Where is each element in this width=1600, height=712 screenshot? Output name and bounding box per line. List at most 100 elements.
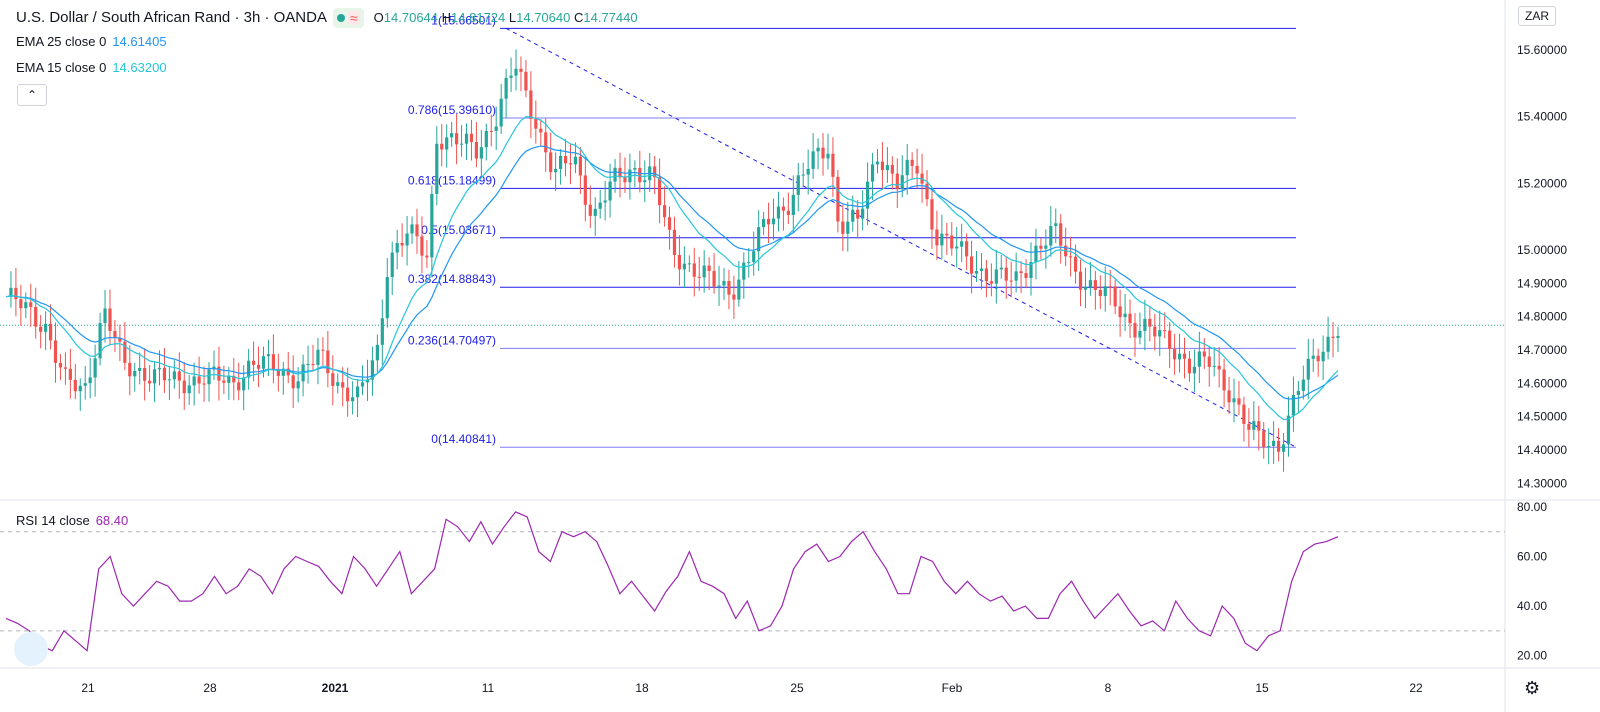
candle-body	[227, 375, 231, 383]
candle-body	[380, 318, 384, 345]
candle-body	[1306, 358, 1310, 380]
collapse-legend-button[interactable]: ⌃	[17, 84, 47, 106]
candle-body	[831, 153, 835, 177]
candle-body	[24, 302, 28, 309]
fib-level-label: 1(15.66501)	[431, 13, 496, 27]
time-tick-label: 21	[81, 681, 95, 695]
candle-body	[826, 153, 830, 159]
candle-body	[499, 98, 503, 127]
candle-body	[588, 204, 592, 216]
candle-body	[1014, 271, 1018, 281]
candle-body	[737, 279, 741, 300]
market-open-dot-icon	[336, 14, 345, 22]
symbol-title[interactable]: U.S. Dollar / South African Rand · 3h · …	[16, 9, 327, 26]
candle-body	[370, 360, 375, 380]
candle-body	[766, 218, 771, 225]
candle-body	[1108, 286, 1112, 288]
candle-body	[1272, 440, 1276, 447]
candle-body	[1009, 280, 1013, 282]
candle-body	[994, 269, 998, 284]
candle-body	[14, 287, 18, 300]
candle-body	[400, 242, 404, 246]
candle-body	[1039, 245, 1043, 249]
candle-body	[687, 263, 691, 265]
candle-body	[806, 168, 810, 175]
ema15-legend[interactable]: EMA 15 close 0 14.63200	[16, 60, 167, 76]
candle-body	[53, 340, 58, 363]
ema25-legend[interactable]: EMA 25 close 0 14.61405	[16, 34, 167, 50]
candle-body	[405, 233, 409, 246]
candle-body	[776, 206, 781, 219]
candle-body	[940, 233, 944, 246]
candle-body	[138, 368, 142, 371]
candle-body	[930, 199, 934, 230]
candle-body	[1054, 223, 1058, 227]
candle-body	[1316, 355, 1320, 362]
candle-body	[157, 367, 162, 370]
candle-body	[440, 143, 444, 150]
candle-body	[152, 369, 157, 384]
candle-body	[375, 344, 379, 361]
candle-body	[177, 371, 181, 381]
candle-body	[965, 241, 969, 257]
candle-body	[563, 155, 568, 164]
candle-body	[1237, 398, 1241, 405]
time-tick-label: 8	[1105, 681, 1112, 695]
candle-body	[365, 379, 370, 383]
candle-body	[48, 323, 53, 341]
candle-body	[445, 137, 449, 150]
candle-body	[960, 241, 964, 247]
candle-body	[1212, 365, 1216, 367]
candle-body	[1281, 444, 1286, 452]
price-tick-label: 14.60000	[1517, 376, 1567, 390]
candle-body	[861, 208, 865, 219]
tradingview-logo-icon[interactable]	[14, 632, 48, 666]
candle-body	[999, 267, 1003, 270]
candle-body	[653, 166, 657, 178]
ema15-label: EMA 15 close 0	[16, 60, 107, 75]
candle-body	[222, 380, 226, 383]
rsi-tick-label: 60.00	[1517, 550, 1547, 564]
candle-body	[613, 167, 617, 182]
gear-icon[interactable]: ⚙	[1524, 678, 1541, 698]
fib-level-label: 0.236(14.70497)	[408, 333, 496, 347]
candle-body	[1158, 330, 1162, 337]
candle-body	[984, 268, 989, 282]
candle-body	[133, 370, 137, 377]
candle-body	[1098, 289, 1102, 297]
candle-body	[484, 130, 488, 148]
candle-body	[732, 294, 736, 300]
candle-body	[93, 358, 97, 378]
candle-body	[796, 175, 800, 195]
fib-level-label: 0.786(15.39610)	[408, 103, 496, 117]
market-status-toggle[interactable]: ≈	[332, 8, 364, 28]
candle-body	[474, 141, 479, 159]
candle-body	[1088, 280, 1093, 287]
candle-body	[88, 377, 92, 384]
candle-body	[385, 277, 389, 319]
candle-body	[856, 209, 860, 219]
candle-body	[578, 156, 582, 176]
candle-body	[1252, 421, 1256, 430]
candle-body	[1321, 351, 1325, 362]
candle-body	[1103, 286, 1107, 297]
rsi-tick-label: 20.00	[1517, 649, 1547, 663]
candle-body	[544, 132, 548, 153]
candle-body	[969, 256, 974, 274]
ema15-line	[5, 116, 1339, 421]
candle-body	[697, 276, 701, 278]
candle-body	[707, 265, 711, 271]
candle-body	[286, 368, 290, 376]
candle-body	[197, 376, 201, 384]
rsi-legend[interactable]: RSI 14 close 68.40	[16, 513, 128, 529]
fib-level-label: 0.382(14.88843)	[408, 272, 496, 286]
candle-body	[430, 193, 434, 258]
currency-badge[interactable]: ZAR	[1518, 6, 1556, 26]
candle-body	[539, 128, 543, 133]
candle-body	[1143, 318, 1147, 331]
candle-body	[692, 263, 696, 277]
candle-body	[1123, 313, 1127, 318]
candle-body	[479, 147, 483, 159]
candle-body	[1004, 267, 1008, 281]
